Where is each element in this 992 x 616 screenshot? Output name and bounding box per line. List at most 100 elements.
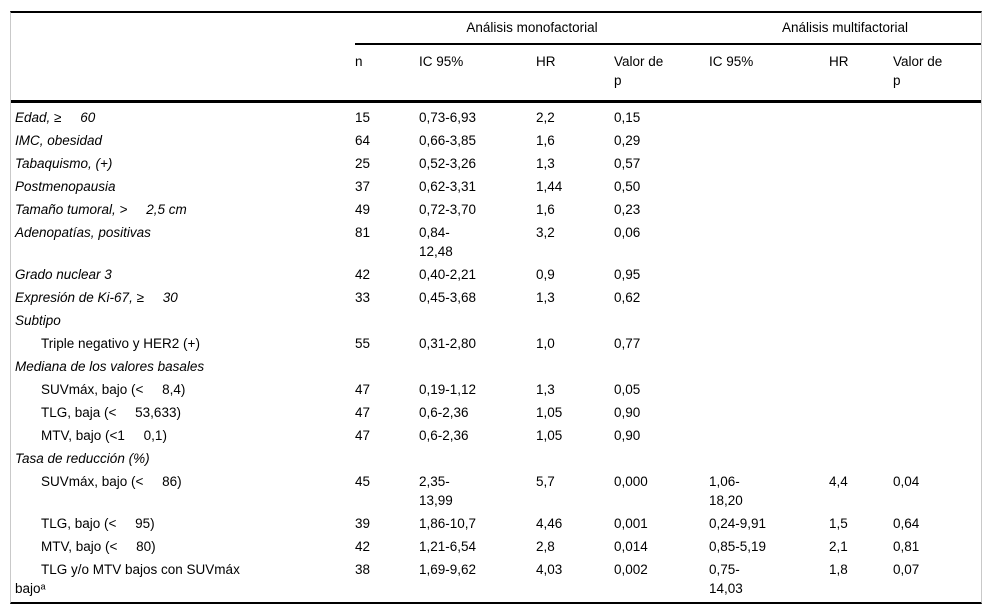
cell-n: 25 bbox=[355, 156, 371, 171]
cell-n: 47 bbox=[355, 405, 371, 420]
cell-n: 55 bbox=[355, 336, 371, 351]
cell-hr-mono: 1,05 bbox=[536, 428, 563, 443]
cell-p-multi bbox=[893, 221, 981, 263]
cell-n: 37 bbox=[355, 179, 371, 194]
cell-p-mono: 0,001 bbox=[614, 516, 648, 531]
cell-hr-mono: 1,0 bbox=[536, 336, 555, 351]
table-row: TLG, baja (< 53,633) 47 0,6-2,36 1,05 0,90 bbox=[11, 401, 981, 424]
cell-p-mono: 0,23 bbox=[614, 202, 641, 217]
cell-p-mono: 0,15 bbox=[614, 110, 641, 125]
cell-p-multi bbox=[893, 355, 981, 378]
cell-p-multi bbox=[893, 309, 981, 332]
cell-ic95-mono bbox=[419, 309, 536, 332]
cell-p-mono bbox=[614, 355, 709, 378]
cell-ic95-mono: 0,19-1,12 bbox=[419, 382, 477, 397]
row-label: MTV, bajo (<1 0,1) bbox=[41, 428, 167, 443]
cell-n: 33 bbox=[355, 290, 371, 305]
row-label: TLG y/o MTV bajos con SUVmáx bajoᵃ bbox=[15, 562, 240, 596]
cell-p-mono: 0,95 bbox=[614, 267, 641, 282]
cell-n: 64 bbox=[355, 133, 371, 148]
cell-ic95-multi bbox=[709, 221, 829, 263]
cell-p-multi bbox=[893, 263, 981, 286]
cell-p-multi bbox=[893, 447, 981, 470]
table-row: MTV, bajo (< 80) 42 1,21-6,54 2,8 0,014 0,85-… bbox=[11, 535, 981, 558]
cell-p-multi bbox=[893, 198, 981, 221]
cell-hr-multi bbox=[829, 355, 893, 378]
cell-ic95-multi: 0,24-9,91 bbox=[709, 516, 767, 531]
cell-ic95-mono: 0,72-3,70 bbox=[419, 202, 477, 217]
cell-hr-mono: 1,44 bbox=[536, 179, 563, 194]
cell-p-mono: 0,06 bbox=[614, 225, 641, 240]
row-label: Grado nuclear 3 bbox=[15, 267, 112, 282]
cell-hr-multi bbox=[829, 309, 893, 332]
table-row: IMC, obesidad 64 0,66-3,85 1,6 0,29 bbox=[11, 129, 981, 152]
cell-hr-multi bbox=[829, 447, 893, 470]
cell-hr-mono: 5,7 bbox=[536, 474, 555, 489]
column-header-hr-multi: HR bbox=[829, 44, 893, 103]
row-label: Adenopatías, positivas bbox=[15, 225, 151, 240]
analysis-table: Análisis monofactorial Análisis multifac… bbox=[11, 13, 981, 602]
cell-n: 39 bbox=[355, 516, 371, 531]
cell-n bbox=[355, 355, 419, 378]
cell-n bbox=[355, 447, 419, 470]
table-row: Edad, ≥ 60 15 0,73-6,93 2,2 0,15 bbox=[11, 102, 981, 130]
cell-hr-mono: 3,2 bbox=[536, 225, 555, 240]
cell-hr-multi: 2,1 bbox=[829, 539, 848, 554]
cell-ic95-mono: 0,73-6,93 bbox=[419, 110, 477, 125]
cell-ic95-multi bbox=[709, 355, 829, 378]
cell-ic95-mono: 0,6-2,36 bbox=[419, 405, 469, 420]
column-header-ic95-mono: IC 95% bbox=[419, 44, 536, 103]
cell-hr-multi: 1,8 bbox=[829, 562, 848, 577]
row-label: TLG, baja (< 53,633) bbox=[41, 405, 181, 420]
cell-p-multi bbox=[893, 332, 981, 355]
cell-ic95-multi bbox=[709, 378, 829, 401]
row-label: Triple negativo y HER2 (+) bbox=[41, 336, 200, 351]
row-label: Edad, ≥ 60 bbox=[15, 110, 96, 125]
cell-ic95-mono: 0,66-3,85 bbox=[419, 133, 477, 148]
cell-p-mono: 0,90 bbox=[614, 428, 641, 443]
cell-hr-mono bbox=[536, 447, 614, 470]
cell-ic95-multi bbox=[709, 263, 829, 286]
group-header-multifactorial: Análisis multifactorial bbox=[709, 13, 981, 45]
cell-n: 45 bbox=[355, 474, 371, 489]
cell-hr-mono: 4,03 bbox=[536, 562, 563, 577]
cell-ic95-mono: 0,31-2,80 bbox=[419, 336, 477, 351]
analysis-table-container: Análisis monofactorial Análisis multifac… bbox=[10, 11, 982, 604]
row-label: TLG, bajo (< 95) bbox=[41, 516, 155, 531]
cell-hr-multi bbox=[829, 221, 893, 263]
column-header-row: n IC 95% HR Valor de p IC 95% HR Valor d… bbox=[11, 44, 981, 103]
cell-hr-multi bbox=[829, 286, 893, 309]
cell-ic95-multi bbox=[709, 447, 829, 470]
cell-hr-mono: 1,05 bbox=[536, 405, 563, 420]
cell-n: 47 bbox=[355, 428, 371, 443]
cell-ic95-mono: 1,69-9,62 bbox=[419, 562, 477, 577]
row-label: Tabaquismo, (+) bbox=[15, 156, 113, 171]
cell-p-multi: 0,07 bbox=[893, 562, 920, 577]
cell-ic95-mono: 0,40-2,21 bbox=[419, 267, 477, 282]
cell-ic95-mono: 0,84- 12,48 bbox=[419, 225, 453, 259]
table-row: Triple negativo y HER2 (+) 55 0,31-2,80 1,0… bbox=[11, 332, 981, 355]
row-label: Subtipo bbox=[15, 313, 61, 328]
cell-n: 47 bbox=[355, 382, 371, 397]
table-row: Postmenopausia 37 0,62-3,31 1,44 0,50 bbox=[11, 175, 981, 198]
cell-hr-multi: 1,5 bbox=[829, 516, 848, 531]
table-header: Análisis monofactorial Análisis multifac… bbox=[11, 13, 981, 103]
cell-p-multi bbox=[893, 378, 981, 401]
cell-hr-multi bbox=[829, 424, 893, 447]
cell-ic95-multi bbox=[709, 424, 829, 447]
table-row: MTV, bajo (<1 0,1) 47 0,6-2,36 1,05 0,90 bbox=[11, 424, 981, 447]
table-row: Expresión de Ki-67, ≥ 30 33 0,45-3,68 1,3 0,… bbox=[11, 286, 981, 309]
cell-ic95-mono: 1,21-6,54 bbox=[419, 539, 477, 554]
cell-ic95-mono bbox=[419, 355, 536, 378]
cell-p-multi bbox=[893, 286, 981, 309]
cell-ic95-multi: 0,75- 14,03 bbox=[709, 562, 743, 596]
column-header-ic95-multi: IC 95% bbox=[709, 44, 829, 103]
cell-hr-multi bbox=[829, 378, 893, 401]
cell-hr-multi bbox=[829, 332, 893, 355]
group-header-row: Análisis monofactorial Análisis multifac… bbox=[11, 13, 981, 45]
row-label: Expresión de Ki-67, ≥ 30 bbox=[15, 290, 178, 305]
cell-ic95-mono: 0,52-3,26 bbox=[419, 156, 477, 171]
table-row: Tamaño tumoral, > 2,5 cm 49 0,72-3,70 1,6 0,… bbox=[11, 198, 981, 221]
cell-ic95-multi bbox=[709, 198, 829, 221]
cell-ic95-mono: 1,86-10,7 bbox=[419, 516, 477, 531]
